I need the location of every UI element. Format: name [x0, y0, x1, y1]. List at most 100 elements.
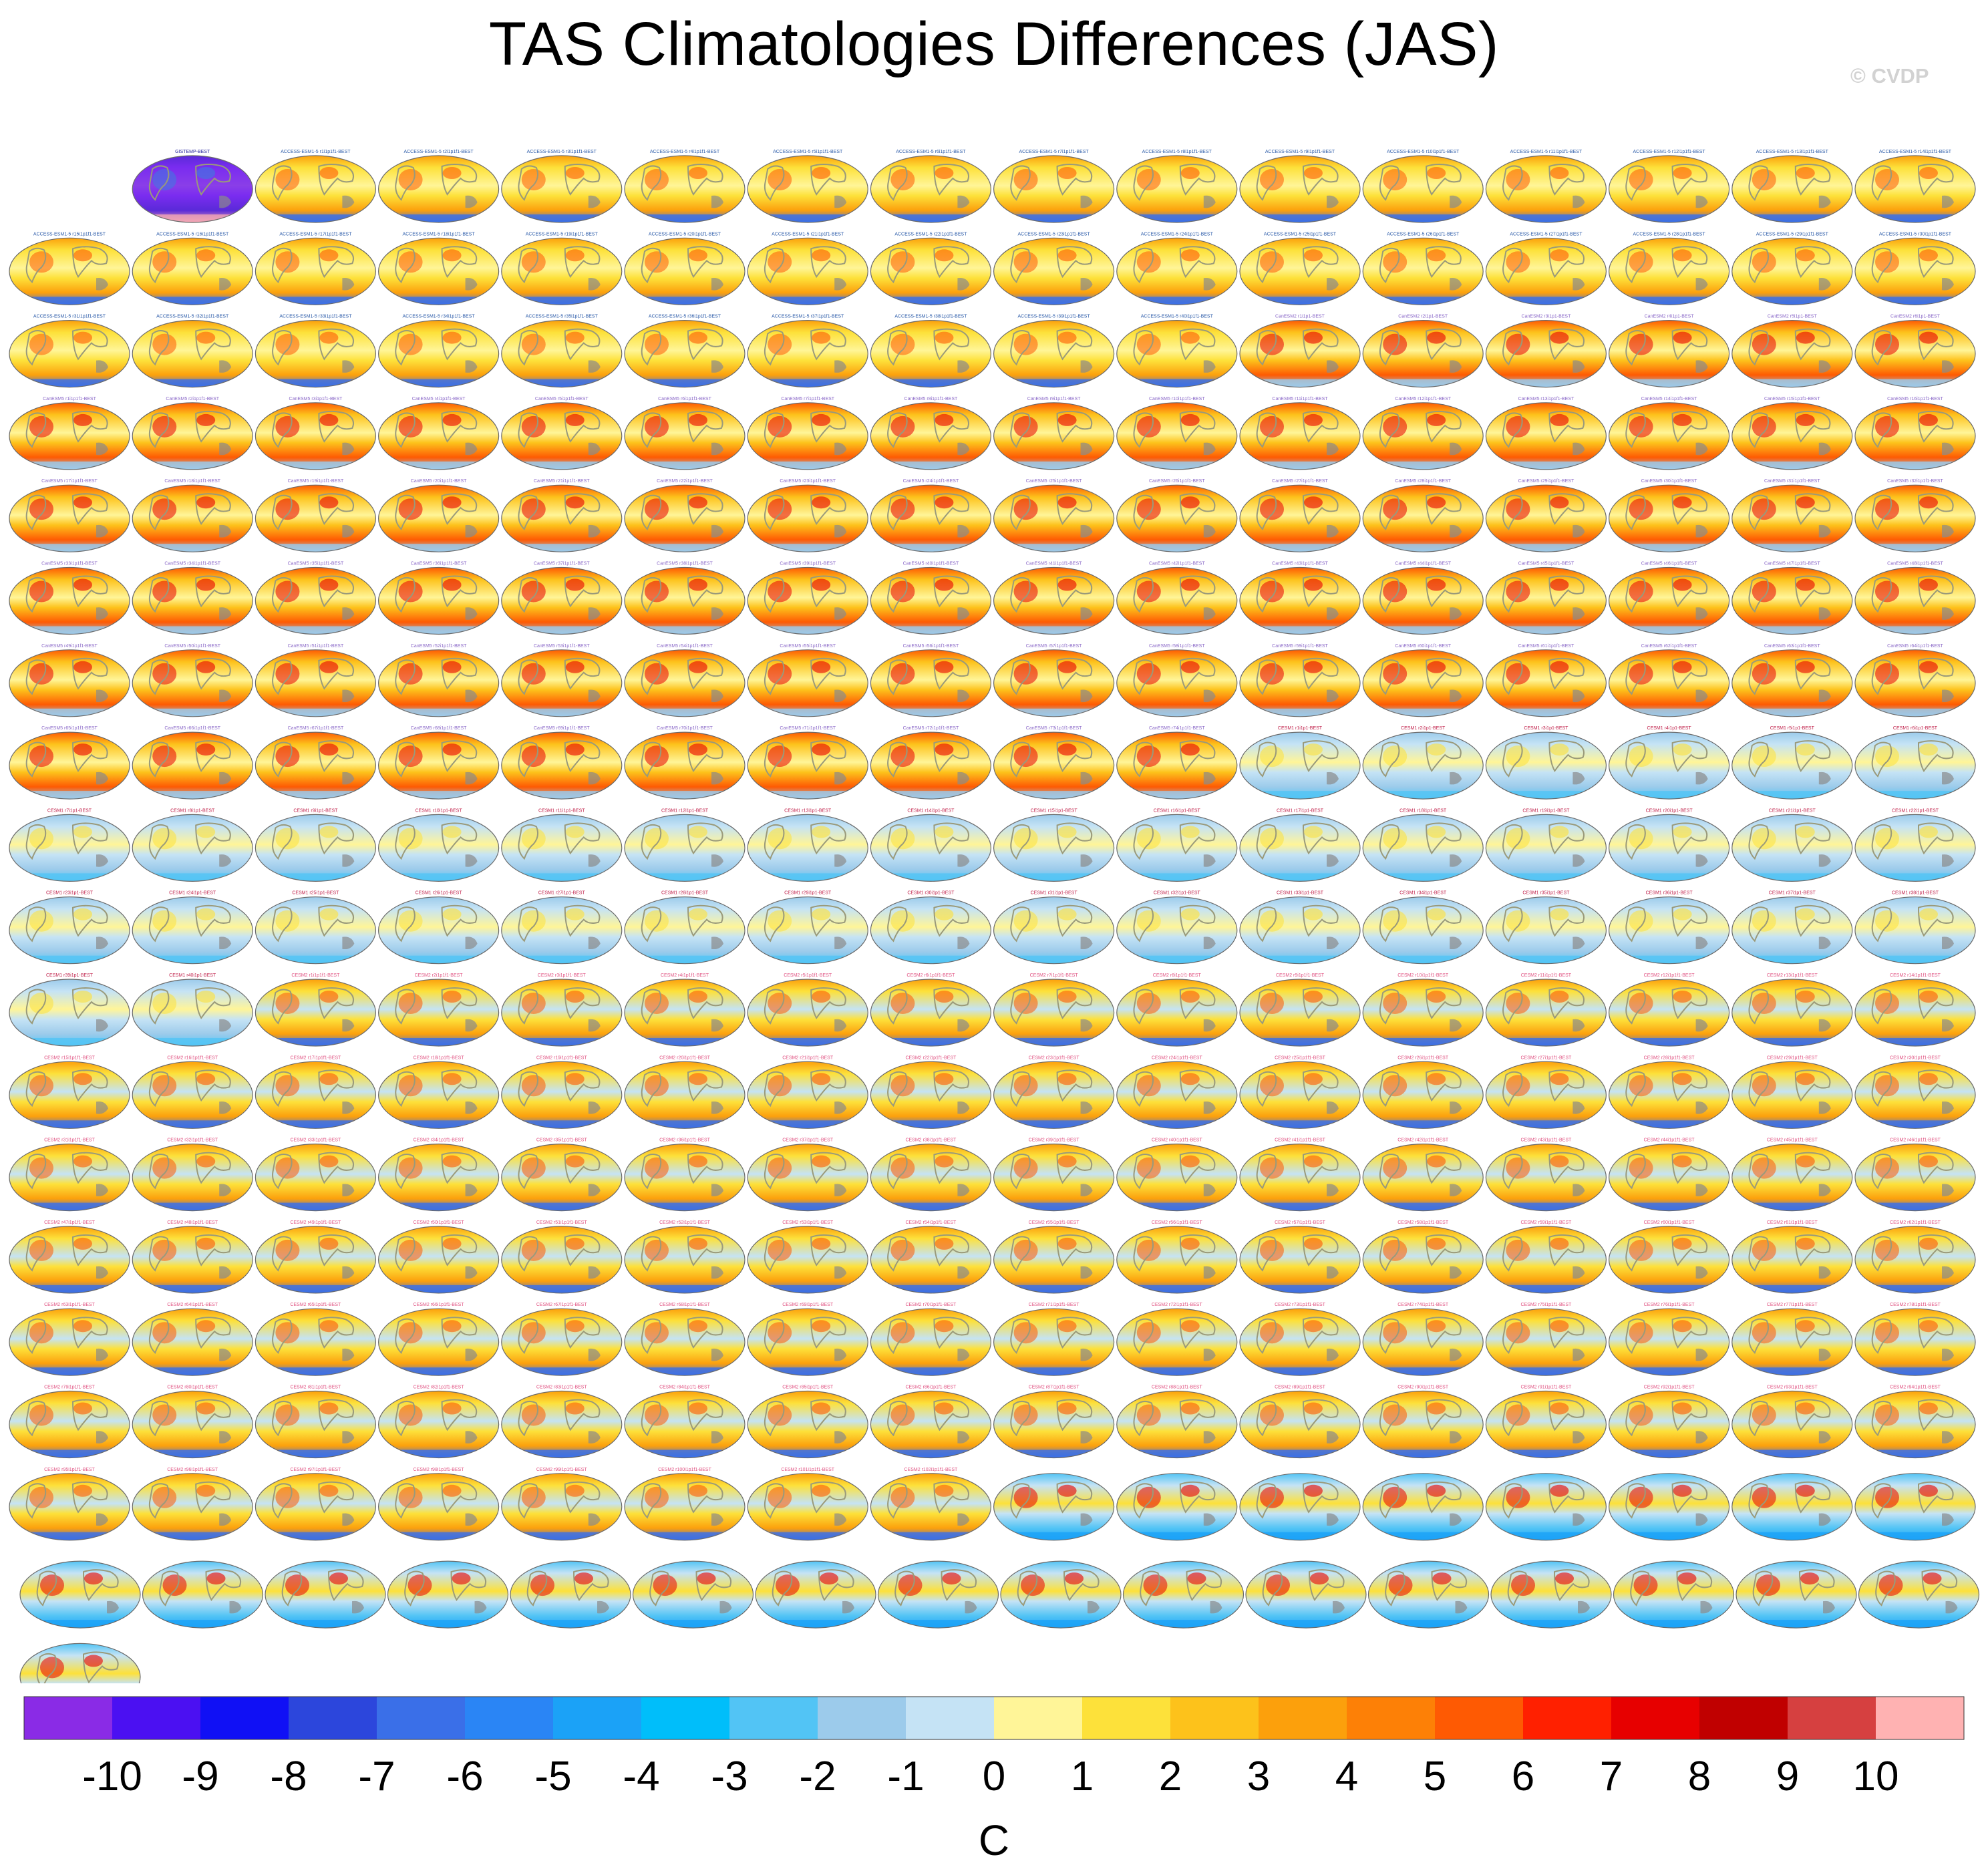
panel-label: CanESM5 r4i1p1f1-BEST: [412, 397, 466, 401]
panel-label: ACCESS-ESM1-5 r35i1p1f1-BEST: [526, 315, 599, 319]
map-panel: CESM2 r60i1p1f1-BEST: [1609, 1220, 1730, 1294]
map-panel: CESM2 r25i1p1f1-BEST: [1239, 1055, 1361, 1129]
map-panel: CESM2 r83i1p1f1-BEST: [501, 1385, 623, 1459]
panel-label: CanESM5 r5i1p1f1-BEST: [535, 397, 589, 401]
map-panel: CESM2 r15i1p1f1-BEST: [9, 1055, 130, 1129]
panel-label: CanESM5 r51i1p1f1-BEST: [288, 644, 344, 649]
map-panel: CESM2 r2i1p1f1-BEST: [377, 973, 500, 1047]
map-panel: ACCESS-ESM1-5 r3i1p1f1-BEST: [501, 150, 623, 223]
map-panel: CanESM2 r6i1p1-BEST: [1854, 315, 1976, 388]
panel-label: CanESM5 r50i1p1f1-BEST: [164, 644, 220, 649]
panel-label: CESM2 r92i1p1f1-BEST: [1644, 1385, 1695, 1390]
map-panel: [1485, 1473, 1607, 1541]
map-panel: CESM1 r24i1p1-BEST: [132, 891, 253, 965]
panel-label: CanESM5 r30i1p1f1-BEST: [1641, 479, 1697, 484]
map-panel: GISTEMP-BEST: [132, 150, 253, 223]
panel-label: ACCESS-ESM1-5 r7i1p1f1-BEST: [1019, 150, 1089, 154]
panel-label: CESM2 r50i1p1f1-BEST: [413, 1220, 465, 1225]
panel-label: CESM2 r8i1p1f1-BEST: [1153, 973, 1202, 978]
map-panel: CESM2 r58i1p1f1-BEST: [1362, 1220, 1484, 1294]
map-panel: CESM2 r96i1p1f1-BEST: [132, 1468, 253, 1541]
panel-label: CESM2 r74i1p1f1-BEST: [1397, 1303, 1449, 1307]
panel-label: CESM2 r41i1p1f1-BEST: [1275, 1138, 1326, 1143]
map-panel: CESM1 r29i1p1-BEST: [747, 891, 868, 965]
panel-label: ACCESS-ESM1-5 r22i1p1f1-BEST: [894, 232, 967, 236]
panel-label: CESM1 r36i1p1-BEST: [1646, 891, 1693, 896]
map-panel: CESM2 r42i1p1f1-BEST: [1362, 1138, 1484, 1212]
panel-label: CESM2 r58i1p1f1-BEST: [1397, 1220, 1449, 1225]
map-panel: ACCESS-ESM1-5 r1i1p1f1-BEST: [255, 150, 376, 223]
colorbar-swatch: [24, 1697, 113, 1739]
map-panel: CESM2 r34i1p1f1-BEST: [377, 1138, 500, 1212]
panel-label: CESM2 r82i1p1f1-BEST: [413, 1385, 465, 1390]
panel-label: CESM1 r16i1p1-BEST: [1154, 808, 1201, 813]
panel-label: CESM1 r6i1p1-BEST: [1893, 726, 1938, 731]
map-panel: CESM1 r19i1p1-BEST: [1485, 808, 1607, 882]
map-panel: CanESM5 r33i1p1f1-BEST: [9, 562, 130, 635]
map-panel: [265, 1560, 386, 1629]
map-panel: ACCESS-ESM1-5 r26i1p1f1-BEST: [1362, 232, 1484, 305]
panel-label: CESM2 r1i1p1f1-BEST: [291, 973, 340, 978]
map-panel: CanESM5 r45i1p1f1-BEST: [1485, 562, 1607, 635]
panel-label: CESM1 r34i1p1-BEST: [1399, 891, 1447, 896]
panel-label: CanESM5 r65i1p1f1-BEST: [41, 726, 98, 731]
map-panel: CESM1 r6i1p1-BEST: [1854, 726, 1976, 800]
panel-label: ACCESS-ESM1-5 r24i1p1f1-BEST: [1141, 232, 1214, 236]
panel-label: ACCESS-ESM1-5 r10i1p1f1-BEST: [1387, 150, 1460, 154]
map-panel: CESM2 r20i1p1f1-BEST: [624, 1055, 746, 1129]
panel-label: ACCESS-ESM1-5 r8i1p1f1-BEST: [1142, 150, 1212, 154]
map-panel: CESM2 r95i1p1f1-BEST: [9, 1468, 130, 1541]
map-panel: ACCESS-ESM1-5 r21i1p1f1-BEST: [747, 232, 868, 305]
panel-label: ACCESS-ESM1-5 r23i1p1f1-BEST: [1018, 232, 1091, 236]
map-panel: CESM2 r36i1p1f1-BEST: [624, 1138, 746, 1212]
map-panel: CanESM5 r58i1p1f1-BEST: [1116, 644, 1238, 717]
map-panel: CanESM5 r12i1p1f1-BEST: [1362, 397, 1484, 470]
map-panel: [142, 1560, 264, 1629]
colorbar-swatch: [1082, 1697, 1171, 1739]
map-panel: CanESM5 r36i1p1f1-BEST: [377, 562, 500, 635]
map-panel: CESM2 r29i1p1f1-BEST: [1731, 1055, 1853, 1129]
map-panel: CESM1 r30i1p1-BEST: [870, 891, 992, 965]
map-panel: CESM2 r97i1p1f1-BEST: [255, 1468, 376, 1541]
map-panel: CESM1 r27i1p1-BEST: [501, 891, 623, 965]
panel-label: CESM2 r44i1p1f1-BEST: [1644, 1138, 1695, 1143]
panel-label: ACCESS-ESM1-5 r6i1p1f1-BEST: [896, 150, 966, 154]
panel-label: ACCESS-ESM1-5 r32i1p1f1-BEST: [156, 315, 229, 319]
map-panel: CanESM5 r25i1p1f1-BEST: [993, 479, 1115, 552]
map-panel: CESM2 r10i1p1f1-BEST: [1362, 973, 1484, 1047]
panel-label: CanESM5 r56i1p1f1-BEST: [903, 644, 959, 649]
map-panel: [993, 1473, 1115, 1541]
map-panel: CanESM5 r63i1p1f1-BEST: [1731, 644, 1853, 717]
map-panel: [877, 1560, 999, 1629]
map-panel: CESM2 r100i1p1f1-BEST: [624, 1468, 746, 1541]
panel-label: ACCESS-ESM1-5 r38i1p1f1-BEST: [894, 315, 967, 319]
map-panel: ACCESS-ESM1-5 r40i1p1f1-BEST: [1116, 315, 1238, 388]
map-panel: CanESM5 r69i1p1f1-BEST: [501, 726, 623, 800]
map-panel: CESM2 r32i1p1f1-BEST: [132, 1138, 253, 1212]
panel-label: CESM2 r37i1p1f1-BEST: [782, 1138, 834, 1143]
panel-label: CESM2 r64i1p1f1-BEST: [167, 1303, 218, 1307]
map-panel: CanESM5 r66i1p1f1-BEST: [132, 726, 253, 800]
panel-label: ACCESS-ESM1-5 r17i1p1f1-BEST: [279, 232, 352, 236]
colorbar-swatch: [200, 1697, 289, 1739]
map-panel: CanESM5 r56i1p1f1-BEST: [870, 644, 992, 717]
panel-label: CESM1 r30i1p1-BEST: [907, 891, 955, 896]
panel-label: CESM2 r87i1p1f1-BEST: [1029, 1385, 1080, 1390]
map-panel: CESM2 r99i1p1f1-BEST: [501, 1468, 623, 1541]
panel-grid: GISTEMP-BEST ACCESS-ESM1-5 r1i1p1f1-BEST A…: [9, 150, 1980, 1683]
map-panel: CESM2 r57i1p1f1-BEST: [1239, 1220, 1361, 1294]
panel-label: CESM2 r45i1p1f1-BEST: [1767, 1138, 1818, 1143]
panel-label: CESM1 r35i1p1-BEST: [1522, 891, 1570, 896]
map-panel: CESM2 r1i1p1f1-BEST: [255, 973, 376, 1047]
colorbar-swatch: [818, 1697, 906, 1739]
map-panel: [1858, 1560, 1980, 1629]
panel-label: CanESM5 r11i1p1f1-BEST: [1272, 397, 1328, 401]
map-panel: CESM1 r22i1p1-BEST: [1854, 808, 1976, 882]
panel-label: CESM2 r73i1p1f1-BEST: [1275, 1303, 1326, 1307]
panel-label: CanESM5 r14i1p1f1-BEST: [1641, 397, 1697, 401]
panel-label: CESM2 r68i1p1f1-BEST: [659, 1303, 711, 1307]
panel-label: CESM2 r89i1p1f1-BEST: [1275, 1385, 1326, 1390]
panel-label: ACCESS-ESM1-5 r14i1p1f1-BEST: [1879, 150, 1952, 154]
map-panel: CESM1 r23i1p1-BEST: [9, 891, 130, 965]
panel-label: CanESM5 r67i1p1f1-BEST: [288, 726, 344, 731]
